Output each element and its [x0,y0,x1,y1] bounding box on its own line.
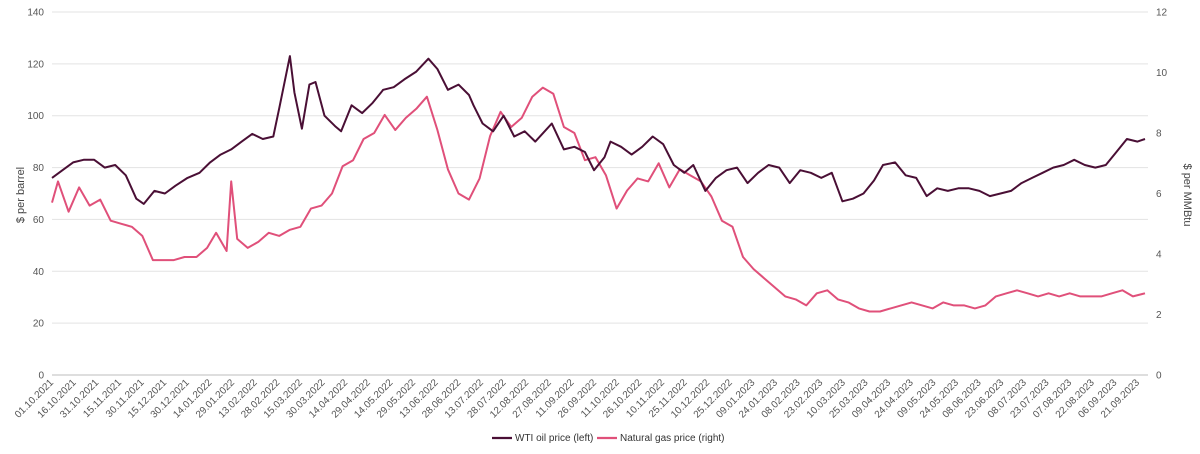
y-right-tick-label: 10 [1156,68,1168,79]
y-left-tick-label: 100 [27,111,44,122]
y-right-tick-label: 0 [1156,371,1162,382]
y-left-tick-label: 140 [27,8,44,19]
y-right-tick-label: 6 [1156,189,1162,200]
y-left-tick-label: 120 [27,59,44,70]
y-axis-right-title: $ per MMBtu [1181,164,1193,227]
legend: WTI oil price (left) Natural gas price (… [492,433,724,444]
y-right-tick-label: 12 [1156,8,1168,19]
tick-layer: 02040608010012014002468101201.10.202116.… [13,8,1168,421]
y-left-tick-label: 80 [33,163,45,174]
y-left-tick-label: 20 [33,319,45,330]
y-right-tick-label: 8 [1156,129,1162,140]
y-right-tick-label: 4 [1156,250,1162,261]
series-line-wti [51,55,1146,205]
y-left-tick-label: 60 [33,215,45,226]
y-axis-left-title: $ per barrel [15,167,27,223]
y-left-tick-label: 40 [33,267,45,278]
y-right-tick-label: 2 [1156,310,1162,321]
y-left-tick-label: 0 [38,371,44,382]
series-line-gas [51,86,1146,313]
legend-label-wti: WTI oil price (left) [515,433,593,444]
series-layer [51,55,1146,313]
legend-label-gas: Natural gas price (right) [620,433,724,444]
